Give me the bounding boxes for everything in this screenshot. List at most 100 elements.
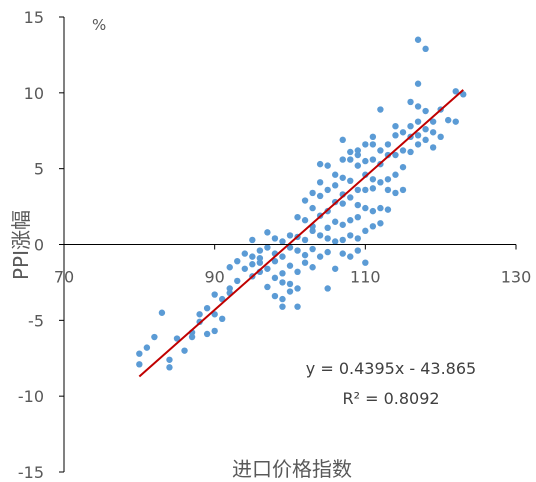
data-point xyxy=(377,179,384,186)
data-point xyxy=(414,118,422,125)
data-point xyxy=(211,311,218,318)
data-point xyxy=(264,229,271,236)
data-point xyxy=(332,218,339,225)
data-point xyxy=(136,361,143,368)
data-point xyxy=(203,305,211,312)
data-point xyxy=(271,257,279,265)
data-point xyxy=(384,206,392,213)
data-point xyxy=(429,144,437,151)
data-point xyxy=(234,257,241,265)
data-point xyxy=(279,279,286,286)
data-point xyxy=(151,333,158,341)
data-point xyxy=(362,141,369,148)
data-point xyxy=(347,177,354,184)
data-point xyxy=(249,236,256,244)
data-point xyxy=(362,259,369,266)
data-point xyxy=(286,280,294,288)
data-point xyxy=(309,264,316,271)
data-point xyxy=(377,220,384,227)
data-point xyxy=(347,148,354,156)
data-point xyxy=(249,253,256,260)
data-point xyxy=(414,132,422,139)
data-point xyxy=(324,162,331,169)
data-point xyxy=(173,335,181,342)
data-point xyxy=(301,251,309,259)
y-tick-label: -15 xyxy=(18,463,44,482)
data-point xyxy=(136,350,143,357)
data-point xyxy=(399,147,407,154)
data-point xyxy=(369,223,377,230)
data-point xyxy=(347,156,354,163)
data-point xyxy=(226,264,233,271)
x-tick-label: 130 xyxy=(501,268,532,287)
data-point xyxy=(339,174,346,181)
data-point xyxy=(166,364,173,371)
y-tick-label: -10 xyxy=(18,387,44,406)
data-point xyxy=(211,291,218,298)
data-point xyxy=(271,235,279,242)
data-point xyxy=(324,224,331,232)
data-point xyxy=(369,185,377,192)
data-point xyxy=(279,295,286,303)
data-point xyxy=(347,253,354,260)
x-tick-label: 90 xyxy=(204,268,224,287)
data-point xyxy=(452,118,459,125)
data-point xyxy=(429,118,437,125)
data-point xyxy=(271,292,279,300)
data-point xyxy=(384,141,392,148)
data-point xyxy=(279,253,286,260)
data-point xyxy=(460,91,467,98)
data-point xyxy=(369,141,377,148)
data-point xyxy=(339,221,346,228)
data-point xyxy=(332,182,339,189)
data-point xyxy=(392,151,399,159)
data-point xyxy=(226,285,233,292)
y-tick-label: 10 xyxy=(24,84,44,103)
data-point xyxy=(294,268,301,275)
data-point xyxy=(264,283,271,291)
data-point xyxy=(301,197,309,204)
data-point xyxy=(384,176,392,183)
data-point xyxy=(384,186,392,194)
data-point xyxy=(377,106,384,113)
data-point xyxy=(339,236,346,244)
data-point xyxy=(294,285,301,292)
x-tick-label: 70 xyxy=(54,268,74,287)
data-point xyxy=(414,36,422,43)
data-point xyxy=(241,250,248,257)
data-point xyxy=(339,156,346,163)
data-point xyxy=(369,207,377,215)
data-point xyxy=(309,245,316,253)
data-point xyxy=(219,315,226,323)
data-point xyxy=(332,171,339,178)
data-point xyxy=(347,217,354,224)
data-point xyxy=(158,309,166,316)
data-point xyxy=(316,179,324,186)
data-point xyxy=(188,333,196,341)
data-point xyxy=(407,123,414,130)
data-point xyxy=(309,204,316,212)
data-point xyxy=(339,136,346,144)
r-squared-label: R² = 0.8092 xyxy=(342,389,439,408)
data-point xyxy=(196,311,203,318)
data-point xyxy=(445,116,452,124)
data-point xyxy=(181,347,188,354)
data-point xyxy=(316,192,324,200)
data-point xyxy=(407,98,414,106)
data-point xyxy=(271,274,279,282)
data-point xyxy=(294,303,301,310)
data-point xyxy=(324,248,331,256)
data-point xyxy=(399,163,407,171)
data-point xyxy=(143,344,151,351)
data-point xyxy=(279,303,286,310)
x-axis-label: 进口价格指数 xyxy=(232,457,352,481)
data-point xyxy=(279,270,286,277)
data-point xyxy=(347,232,354,239)
data-point xyxy=(309,189,316,197)
data-point xyxy=(166,356,173,363)
data-point xyxy=(241,265,248,272)
data-point xyxy=(332,238,339,245)
data-point xyxy=(422,126,429,133)
data-point xyxy=(369,176,377,183)
data-point xyxy=(294,247,301,254)
